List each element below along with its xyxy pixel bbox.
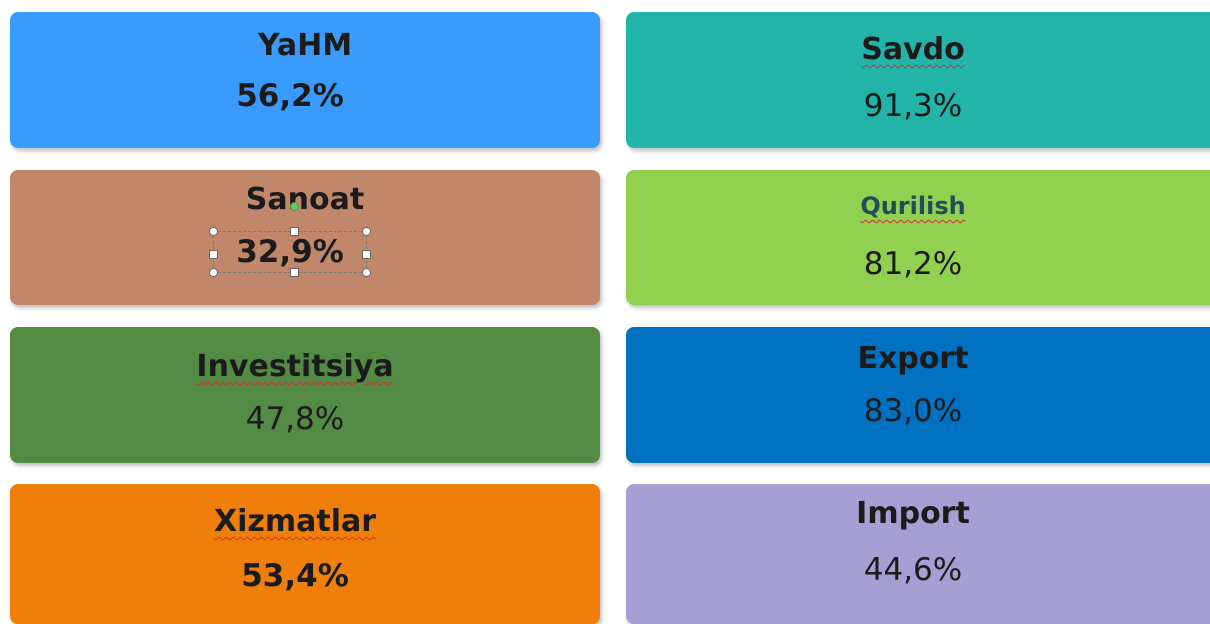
card-title: Export: [857, 341, 969, 376]
card-title: Xizmatlar: [213, 504, 377, 539]
card-title: Savdo: [861, 32, 965, 67]
card-value: 32,9%: [236, 234, 344, 270]
card-value: 83,0%: [863, 393, 963, 429]
card-value: 53,4%: [241, 558, 349, 594]
card-value: 44,6%: [863, 552, 963, 588]
card[interactable]: Xizmatlar 53,4%: [10, 484, 600, 624]
card-title: YaHM: [257, 28, 353, 63]
card[interactable]: Investitsiya 47,8%: [10, 327, 600, 463]
handle[interactable]: [361, 227, 371, 236]
card-value: 47,8%: [245, 401, 345, 437]
card-value: 81,2%: [863, 246, 963, 282]
card-title: Investitsiya: [196, 349, 394, 384]
handle[interactable]: [289, 268, 299, 277]
card-value: 56,2%: [236, 78, 344, 114]
card[interactable]: Export 83,0%: [626, 327, 1210, 463]
selected-textbox[interactable]: 32,9%: [209, 202, 371, 277]
card[interactable]: Savdo 91,3%: [626, 12, 1210, 148]
handle[interactable]: [209, 268, 219, 277]
card-value: 91,3%: [863, 88, 963, 124]
handle[interactable]: [361, 268, 371, 277]
card[interactable]: YaHM 56,2%: [10, 12, 600, 148]
card-title: Qurilish: [860, 192, 966, 220]
card[interactable]: Qurilish 81,2%: [626, 170, 1210, 305]
card[interactable]: Import 44,6%: [626, 484, 1210, 624]
handle[interactable]: [289, 227, 299, 236]
handle[interactable]: [209, 227, 219, 236]
card-title: Sanoat: [245, 182, 365, 217]
handle[interactable]: [209, 250, 219, 259]
handle[interactable]: [361, 250, 371, 259]
rotate-handle[interactable]: [289, 202, 299, 211]
card-title: Import: [856, 496, 970, 531]
card[interactable]: Sanoat 32,9%: [10, 170, 600, 305]
